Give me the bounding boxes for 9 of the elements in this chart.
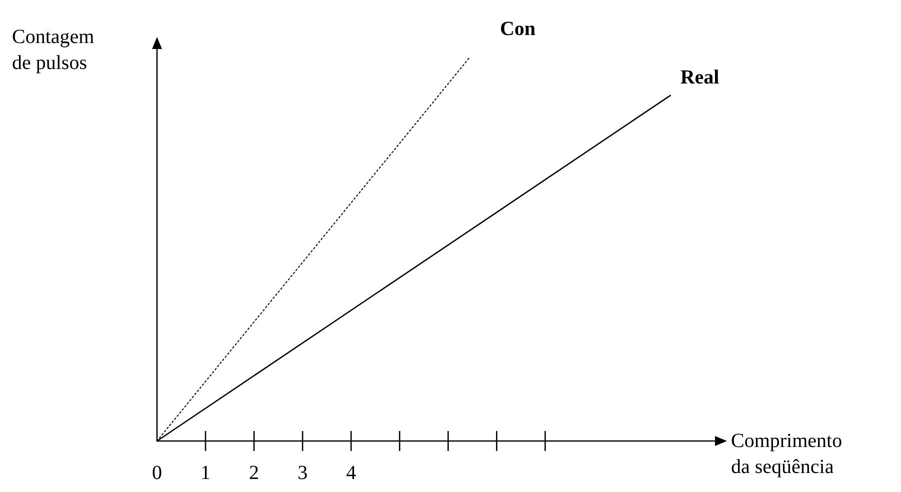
x-axis-title: Comprimento da seqüência [731,430,842,478]
y-axis-title: Contagem de pulsos [12,26,95,74]
x-tick-label: 1 [200,462,211,484]
x-tick-label: 2 [249,462,260,484]
x-tick-label: 0 [152,462,162,484]
series-label: Con [500,18,536,40]
x-tick-label: 3 [298,462,308,484]
x-tick-label: 4 [346,462,356,484]
series-label: Real [680,66,720,88]
